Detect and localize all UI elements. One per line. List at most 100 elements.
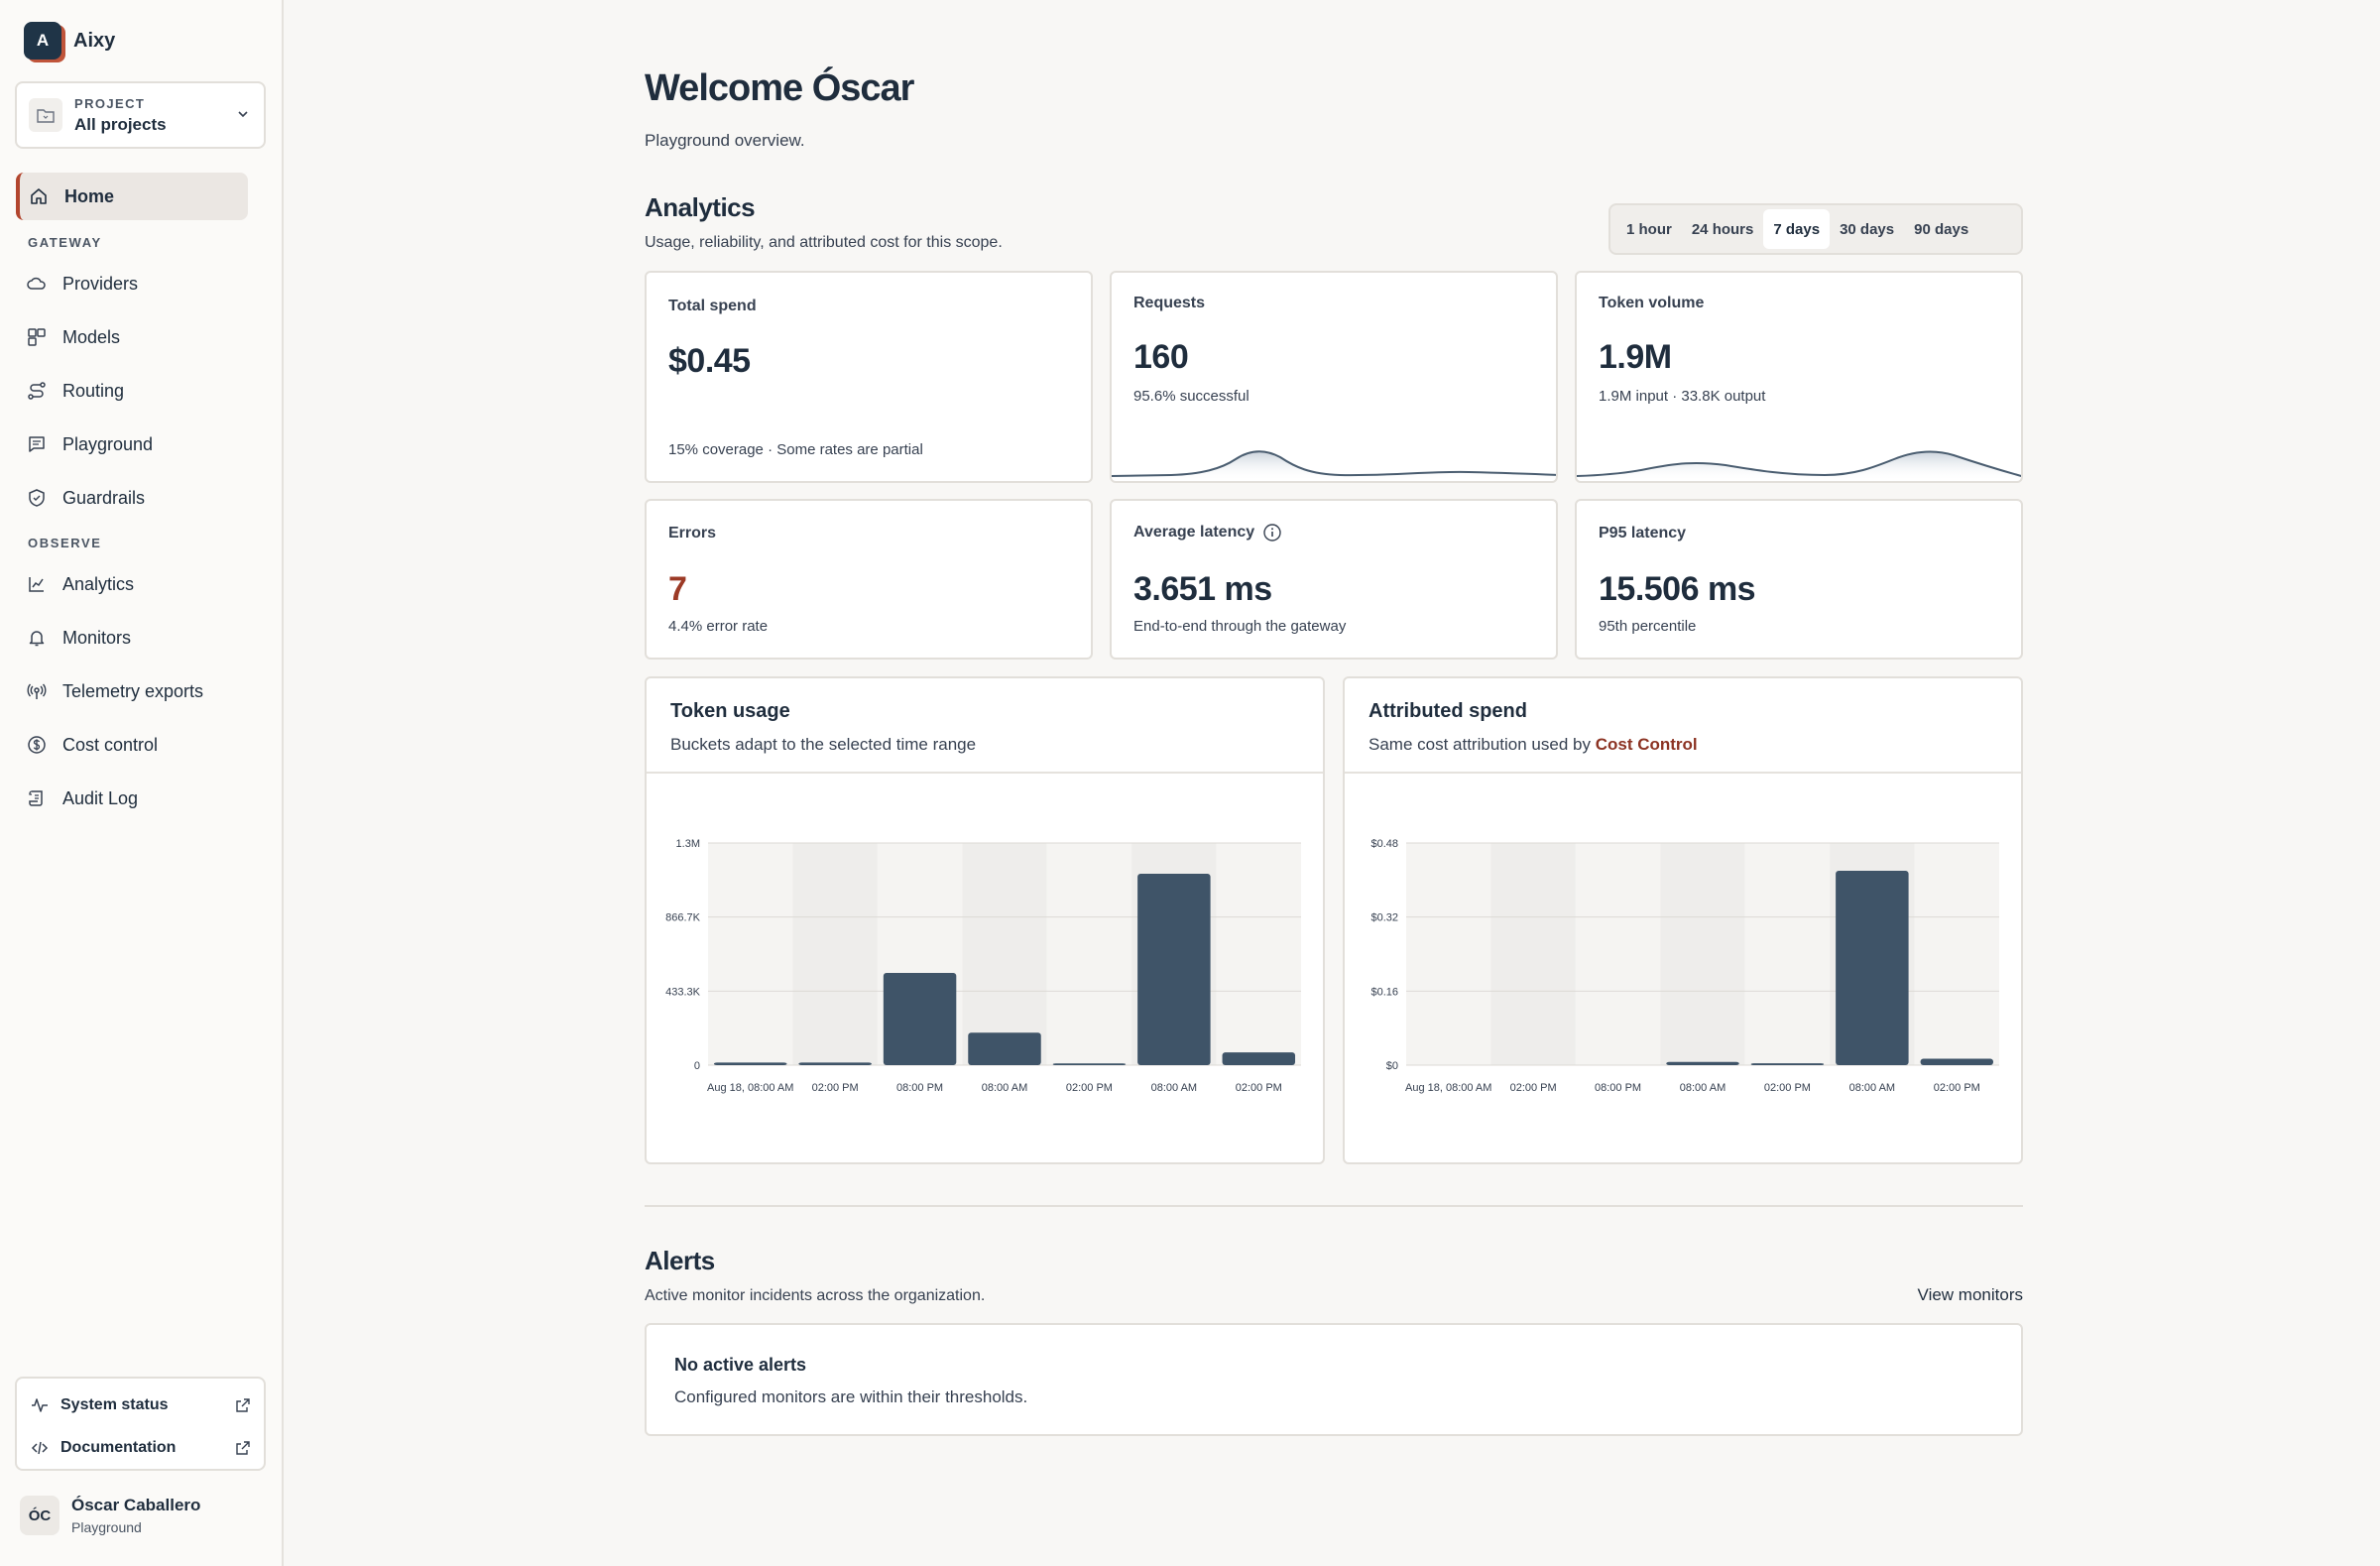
x-tick-label: 02:00 PM	[812, 1082, 859, 1094]
nav-item-analytics[interactable]: Analytics	[16, 560, 248, 608]
documentation-link[interactable]: Documentation	[31, 1433, 251, 1463]
card-value: 160	[1133, 338, 1189, 376]
card-label: Requests	[1133, 295, 1206, 311]
nav-item-audit-log[interactable]: Audit Log	[16, 775, 248, 822]
card-value: 15.506 ms	[1599, 570, 1756, 608]
column-band	[1914, 843, 1999, 1065]
range-1-hour[interactable]: 1 hour	[1626, 220, 1672, 238]
folder-icon	[29, 98, 62, 132]
chart-subtitle: Buckets adapt to the selected time range	[670, 735, 977, 754]
nav-item-playground[interactable]: Playground	[16, 421, 248, 468]
message-icon	[29, 436, 45, 452]
column-band	[792, 843, 878, 1065]
card-foot: 95.6% successful	[1133, 388, 1250, 405]
alerts-title: Alerts	[645, 1246, 715, 1275]
project-selector[interactable]: PROJECT All projects	[15, 81, 266, 149]
card-value: $0.45	[668, 342, 751, 380]
nav-item-cost-control[interactable]: Cost control	[16, 721, 248, 769]
y-tick-label: $0	[1386, 1060, 1398, 1072]
system-status-link[interactable]: System status	[31, 1390, 251, 1420]
column-band	[1216, 843, 1301, 1065]
requests-sparkline	[1112, 450, 1556, 481]
nav-item-providers[interactable]: Providers	[16, 260, 248, 307]
nav-label: Cost control	[62, 734, 159, 755]
nav-item-routing[interactable]: Routing	[16, 367, 248, 415]
avatar: ÓC	[20, 1496, 60, 1535]
documentation-label: Documentation	[60, 1439, 177, 1456]
x-tick-label: 08:00 AM	[1849, 1082, 1895, 1094]
y-tick-label: 433.3K	[665, 986, 701, 998]
view-monitors-link[interactable]: View monitors	[1917, 1285, 2023, 1304]
column-band	[708, 843, 793, 1065]
card-label: Total spend	[668, 298, 757, 314]
column-band	[1575, 843, 1661, 1065]
x-tick-label: 08:00 AM	[1680, 1082, 1726, 1094]
shield-icon	[29, 489, 45, 507]
system-status-label: System status	[60, 1396, 169, 1413]
nav-label: Telemetry exports	[62, 680, 204, 701]
range-30-days[interactable]: 30 days	[1840, 220, 1895, 238]
card-value: 7	[668, 570, 687, 608]
y-tick-label: $0.48	[1370, 838, 1398, 850]
card-label-row: Average latency	[1133, 523, 1282, 542]
external-link-icon	[236, 1441, 250, 1455]
alerts-subtitle: Active monitor incidents across the orga…	[645, 1287, 986, 1304]
project-value: All projects	[74, 114, 167, 134]
total-spend-card: Total spend $0.45 15% coverage · Some ra…	[645, 271, 1093, 483]
chevron-down-icon	[238, 111, 248, 118]
section-divider	[645, 1205, 2023, 1207]
user-workspace: Playground	[71, 1519, 142, 1535]
y-tick-label: 0	[694, 1060, 700, 1072]
bar	[713, 1062, 787, 1065]
brand[interactable]: A Aixy	[24, 22, 115, 60]
attributed-spend-chart: $0 $0.16 $0.32 $0.48 Aug 18, 08:00 AM 02:00 P…	[1370, 838, 1999, 1094]
nav-item-models[interactable]: Models	[16, 313, 248, 361]
column-band	[1744, 843, 1831, 1065]
brand-name: Aixy	[73, 29, 116, 52]
card-label: Average latency	[1133, 524, 1255, 541]
column-band	[1046, 843, 1132, 1065]
card-label: Token volume	[1599, 295, 1705, 311]
x-tick-label: 08:00 PM	[896, 1082, 943, 1094]
project-label: PROJECT	[74, 95, 146, 111]
info-icon[interactable]	[1262, 523, 1282, 542]
range-24-hours[interactable]: 24 hours	[1691, 220, 1754, 238]
column-band	[1490, 843, 1576, 1065]
nav-item-guardrails[interactable]: Guardrails	[16, 474, 248, 522]
range-7-days[interactable]: 7 days	[1763, 209, 1831, 249]
activity-icon	[32, 1398, 48, 1412]
p95-latency-card: P95 latency 15.506 ms 95th percentile	[1575, 499, 2023, 660]
home-icon	[31, 188, 47, 204]
range-90-days[interactable]: 90 days	[1914, 220, 1969, 238]
user-menu[interactable]: ÓC Óscar Caballero Playground	[20, 1496, 200, 1535]
brand-logo: A	[24, 22, 61, 60]
column-band	[1406, 843, 1491, 1065]
y-tick-label: $0.16	[1370, 986, 1398, 998]
nav-section-gateway: GATEWAY	[28, 235, 102, 250]
nav-label: Providers	[62, 273, 139, 294]
bar	[968, 1032, 1041, 1065]
cost-control-link[interactable]: Cost Control	[1595, 735, 1698, 754]
chart-title: Attributed spend	[1368, 700, 1527, 722]
nav-item-home[interactable]: Home	[16, 173, 248, 220]
alert-empty-title: No active alerts	[674, 1355, 807, 1375]
nav-label: Analytics	[62, 573, 135, 594]
x-tick-label: 02:00 PM	[1510, 1082, 1557, 1094]
code-icon	[31, 1441, 49, 1455]
bell-icon	[29, 631, 45, 647]
nav-label: Audit Log	[62, 787, 139, 808]
card-label: P95 latency	[1599, 525, 1687, 542]
time-range-selector: 1 hour 24 hours 7 days 30 days 90 days	[1608, 203, 2023, 255]
nav-label: Models	[62, 326, 121, 347]
card-label: Errors	[668, 525, 717, 542]
alert-empty-subtitle: Configured monitors are within their thr…	[674, 1387, 1028, 1406]
nav-item-telemetry-exports[interactable]: Telemetry exports	[16, 667, 248, 715]
analytics-title: Analytics	[645, 192, 756, 222]
nav-label: Routing	[62, 380, 125, 401]
bar	[1836, 871, 1909, 1065]
bar	[1666, 1061, 1739, 1065]
user-name: Óscar Caballero	[71, 1496, 201, 1514]
average-latency-card: Average latency 3.651 ms End-to-end thro…	[1110, 499, 1558, 660]
bar	[1920, 1058, 1994, 1065]
nav-item-monitors[interactable]: Monitors	[16, 614, 248, 662]
